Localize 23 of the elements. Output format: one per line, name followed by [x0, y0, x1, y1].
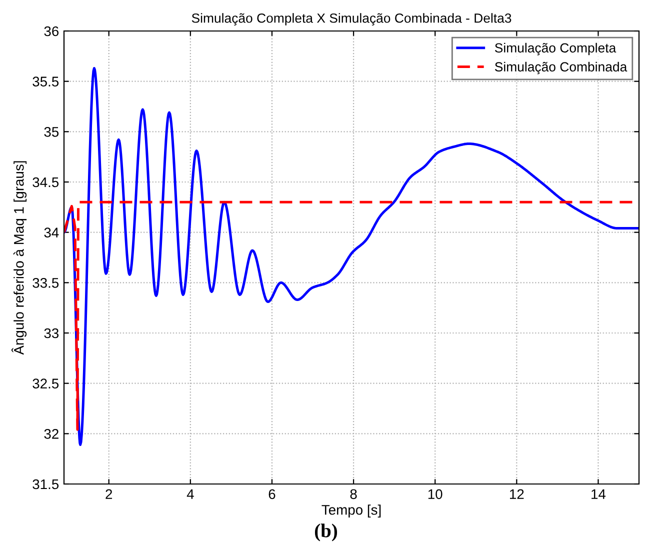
chart-title: Simulação Completa X Simulação Combinada - Delta3: [192, 13, 512, 26]
x-tick-label: 14: [592, 489, 606, 499]
x-tick-label: 4: [186, 489, 194, 499]
y-tick-label: 34.5: [32, 177, 59, 188]
y-tick-label: 34: [44, 228, 59, 238]
x-tick-label: 2: [106, 489, 112, 499]
text: (b): [314, 524, 338, 542]
x-tick-label: 8: [350, 489, 357, 500]
y-tick-label: 33.5: [32, 278, 59, 288]
y-tick-label: 33: [44, 328, 59, 338]
y-tick-label: 31.5: [32, 479, 59, 490]
x-tick-label: 10: [428, 489, 442, 500]
x-tick-label: 12: [510, 489, 524, 499]
x-axis-title: Tempo [s]: [322, 504, 381, 518]
y-tick-label: 32.5: [32, 378, 59, 389]
y-tick-label: 32: [44, 429, 58, 439]
legend-label: Simulação Completa: [494, 42, 616, 56]
x-tick-label: 6: [268, 489, 276, 500]
y-tick-label: 35: [44, 127, 59, 137]
y-tick-label: 36: [44, 26, 59, 36]
y-axis-title: Ângulo referido à Maq 1 [graus]: [12, 161, 27, 355]
legend-label: Simulação Combinada: [494, 62, 628, 74]
y-tick-label: 35.5: [32, 76, 59, 87]
